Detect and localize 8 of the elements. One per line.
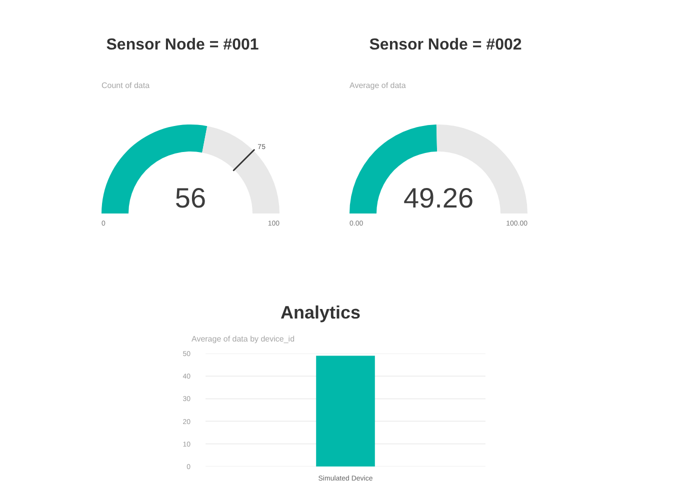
- data-label: 56: [174, 182, 206, 214]
- chart-title: Sensor Node = #001: [106, 36, 259, 54]
- data-label: 49.26: [403, 182, 474, 214]
- chart-subtitle: Average of data: [350, 81, 406, 90]
- chart-title: Analytics: [280, 302, 361, 322]
- chart-subtitle: Average of data by device_id: [192, 334, 295, 344]
- chart-title: Sensor Node = #002: [369, 36, 522, 54]
- chart-subtitle: Count of data: [102, 81, 150, 90]
